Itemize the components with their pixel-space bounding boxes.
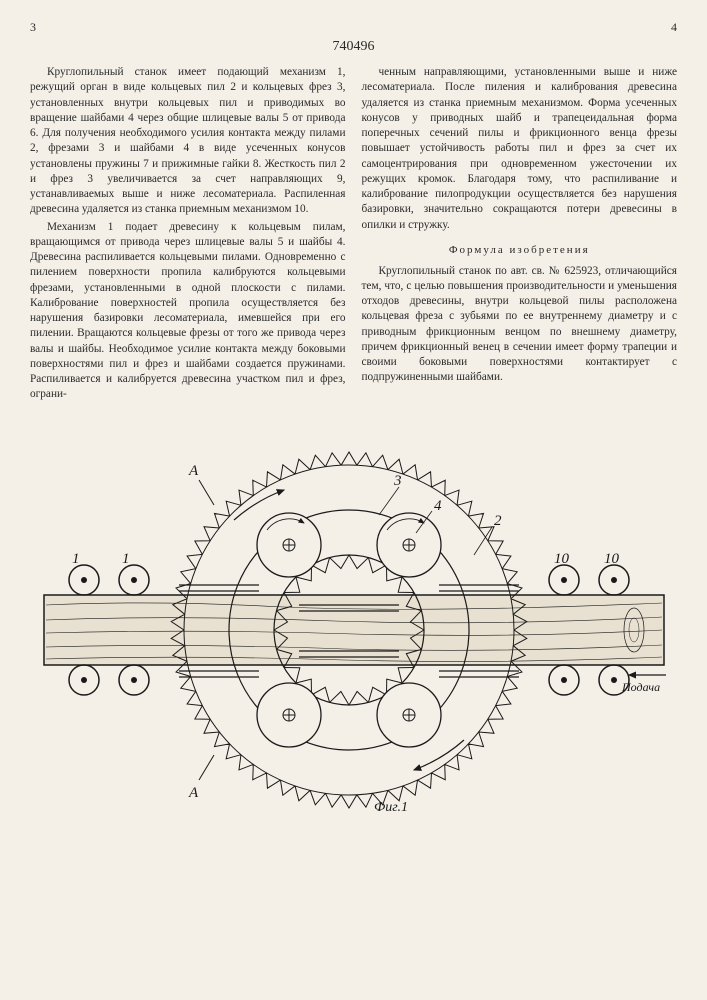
right-column: ченным направляющими, установленными выш… (362, 65, 678, 405)
page-numbers: 3 4 (30, 20, 677, 35)
label-A-bot: A (188, 785, 199, 801)
label-3: 3 (393, 473, 402, 489)
label-4: 4 (434, 498, 442, 514)
left-column: Круглопильный станок имеет подающий меха… (30, 65, 346, 405)
label-feed: Подача (621, 680, 660, 694)
patent-number: 740496 (30, 39, 677, 55)
formula-heading: Формула изобретения (362, 243, 678, 258)
left-p2: Механизм 1 подает древесину к кольцевым … (30, 220, 346, 403)
page-root: 3 4 740496 Круглопильный станок имеет по… (0, 0, 707, 835)
page-right-num: 4 (671, 20, 677, 35)
label-1b: 1 (122, 551, 130, 567)
right-p2: Круглопильный станок по авт. св. № 62592… (362, 264, 678, 386)
label-2: 2 (494, 513, 502, 529)
label-10b: 10 (604, 551, 620, 567)
figure-1: 1 1 2 3 4 10 10 A A Подача Фиг.1 (30, 415, 677, 815)
figure-caption: Фиг.1 (374, 800, 408, 815)
left-p1: Круглопильный станок имеет подающий меха… (30, 65, 346, 218)
figure-svg: 1 1 2 3 4 10 10 A A Подача Фиг.1 (34, 415, 674, 815)
right-p1: ченным направляющими, установленными выш… (362, 65, 678, 233)
label-1a: 1 (72, 551, 80, 567)
page-left-num: 3 (30, 20, 36, 35)
label-A-top: A (188, 463, 199, 479)
text-columns: Круглопильный станок имеет подающий меха… (30, 65, 677, 405)
label-10a: 10 (554, 551, 570, 567)
